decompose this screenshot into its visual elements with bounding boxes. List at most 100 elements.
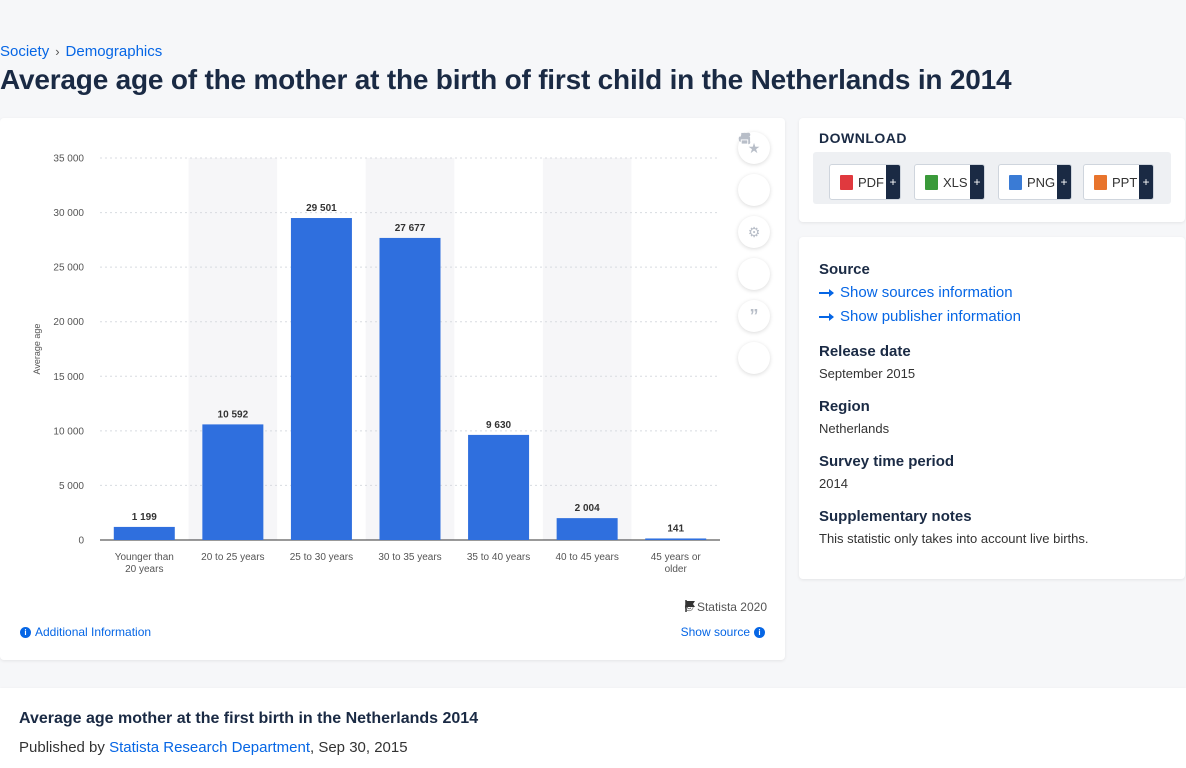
x-tick-label: 45 years or — [651, 552, 702, 563]
x-tick-label: 40 to 45 years — [555, 552, 618, 563]
download-pdf-button[interactable]: PDF + — [829, 164, 901, 200]
plus-icon: + — [1057, 165, 1071, 199]
show-sources-link[interactable]: Show sources information — [819, 284, 1013, 301]
copyright: © Statista 2020 — [685, 600, 767, 614]
y-tick-label: 30 000 — [53, 208, 84, 219]
release-date-value: September 2015 — [819, 366, 916, 381]
copyright-text: © Statista 2020 — [684, 600, 767, 614]
breadcrumb: Society › Demographics — [0, 43, 162, 60]
data-label: 2 004 — [575, 503, 600, 514]
x-tick-label: older — [665, 564, 688, 575]
x-tick-label: Younger than — [115, 552, 174, 563]
source-heading: Source — [819, 261, 870, 278]
share-button[interactable] — [738, 132, 770, 290]
cite-button[interactable]: ” — [738, 300, 770, 332]
publication-title: Average age mother at the first birth in… — [19, 710, 479, 727]
chart-toolbar: ★ ⚙ ” — [738, 132, 770, 374]
show-sources-label: Show sources information — [840, 284, 1013, 301]
page-title: Average age of the mother at the birth o… — [0, 64, 1012, 95]
show-publisher-label: Show publisher information — [840, 308, 1021, 325]
download-card: DOWNLOAD PDF + XLS + PNG + PPT + — [799, 118, 1185, 222]
y-tick-label: 10 000 — [53, 426, 84, 437]
download-png-label: PNG — [1027, 174, 1056, 190]
x-tick-label: 25 to 30 years — [290, 552, 353, 563]
xls-file-icon — [925, 174, 938, 190]
info-icon: i — [20, 626, 31, 638]
download-ppt-label: PPT — [1112, 174, 1138, 190]
download-png-button[interactable]: PNG + — [998, 164, 1072, 200]
publication-card: Average age mother at the first birth in… — [0, 688, 1186, 768]
arrow-right-icon — [819, 288, 834, 297]
download-row: PDF + XLS + PNG + PPT + — [813, 152, 1171, 204]
bar — [645, 538, 707, 540]
show-source-link[interactable]: Show source i — [681, 625, 765, 639]
y-tick-label: 35 000 — [53, 154, 84, 165]
plus-icon: + — [970, 165, 984, 199]
download-xls-button[interactable]: XLS + — [914, 164, 985, 200]
gear-icon: ⚙ — [747, 223, 761, 240]
y-tick-label: 0 — [78, 536, 84, 547]
flag-icon[interactable] — [685, 600, 696, 612]
notification-button[interactable] — [738, 132, 770, 206]
plus-icon: + — [886, 165, 900, 199]
settings-button[interactable]: ⚙ — [738, 216, 770, 248]
survey-period-value: 2014 — [819, 476, 848, 491]
additional-information-link[interactable]: i Additional Information — [20, 625, 151, 639]
region-heading: Region — [819, 398, 870, 415]
survey-period-heading: Survey time period — [819, 453, 955, 470]
bar — [290, 218, 352, 541]
bar — [468, 434, 530, 540]
publication-date: , Sep 30, 2015 — [310, 739, 408, 756]
y-tick-label: 5 000 — [59, 481, 84, 492]
supplementary-notes-heading: Supplementary notes — [819, 508, 972, 525]
y-tick-label: 15 000 — [53, 372, 84, 383]
bar-chart: 0 5 000 10 000 15 000 20 000 25 000 30 000 35 0… — [32, 154, 720, 575]
region-value: Netherlands — [819, 421, 890, 436]
pdf-file-icon — [840, 174, 853, 190]
download-title: DOWNLOAD — [819, 130, 907, 146]
plus-icon: + — [1139, 165, 1153, 199]
data-label: 27 677 — [395, 223, 426, 234]
category-band — [542, 158, 632, 540]
bar — [379, 237, 441, 540]
x-tick-label: 35 to 40 years — [467, 552, 530, 563]
x-tick-label: 20 years — [125, 564, 163, 575]
bar — [202, 424, 264, 540]
data-label: 9 630 — [486, 420, 511, 431]
arrow-right-icon — [819, 312, 834, 321]
download-pdf-label: PDF — [858, 174, 884, 190]
quote-icon: ” — [749, 306, 759, 326]
show-source-label: Show source — [680, 625, 750, 639]
data-label: 10 592 — [218, 409, 249, 420]
data-label: 1 199 — [132, 512, 157, 523]
published-by-prefix: Published by — [19, 739, 110, 756]
download-xls-label: XLS — [943, 174, 968, 190]
info-icon: i — [754, 626, 765, 638]
y-tick-label: 20 000 — [53, 317, 84, 328]
chart-card: 0 5 000 10 000 15 000 20 000 25 000 30 000 35 0… — [0, 118, 785, 660]
bar — [556, 518, 618, 540]
release-date-heading: Release date — [819, 343, 911, 360]
ppt-file-icon — [1094, 174, 1107, 190]
data-label: 141 — [667, 523, 684, 534]
statistic-details-card: Source Show sources information Show pub… — [799, 237, 1185, 579]
breadcrumb-item-society[interactable]: Society — [0, 43, 50, 60]
breadcrumb-item-demographics[interactable]: Demographics — [65, 43, 163, 60]
breadcrumb-separator: › — [55, 44, 60, 59]
additional-information-label: Additional Information — [35, 625, 152, 639]
x-tick-label: 30 to 35 years — [378, 552, 441, 563]
publication-line: Published by Statista Research Departmen… — [19, 739, 408, 756]
data-label: 29 501 — [306, 203, 337, 214]
print-button[interactable] — [738, 132, 770, 374]
show-publisher-link[interactable]: Show publisher information — [819, 308, 1021, 325]
print-icon — [738, 132, 751, 145]
download-ppt-button[interactable]: PPT + — [1083, 164, 1154, 200]
y-axis-label: Average age — [32, 324, 42, 375]
bar — [113, 526, 175, 540]
star-icon: ★ — [747, 139, 761, 156]
supplementary-notes-value: This statistic only takes into account l… — [819, 531, 1089, 546]
y-tick-label: 25 000 — [53, 263, 84, 274]
x-tick-label: 20 to 25 years — [201, 552, 264, 563]
png-file-icon — [1009, 174, 1022, 190]
publisher-link[interactable]: Statista Research Department — [109, 739, 310, 756]
